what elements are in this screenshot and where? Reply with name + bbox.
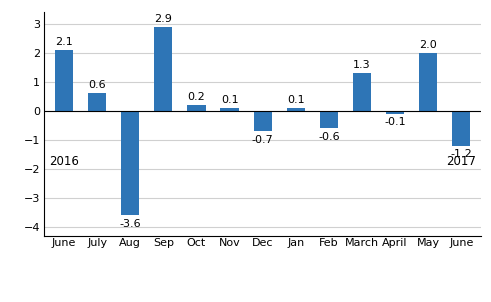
Bar [287, 108, 305, 111]
Text: -3.6: -3.6 [119, 219, 141, 229]
Text: 2.0: 2.0 [419, 40, 437, 50]
Bar [386, 111, 404, 114]
Text: 2.1: 2.1 [55, 37, 73, 47]
Bar [220, 108, 239, 111]
Text: -0.7: -0.7 [252, 135, 273, 145]
Bar [353, 73, 371, 111]
Text: 0.6: 0.6 [88, 80, 106, 90]
Text: 1.3: 1.3 [353, 60, 371, 70]
Bar [419, 53, 437, 111]
Text: 0.2: 0.2 [188, 92, 205, 102]
Text: -0.6: -0.6 [318, 132, 340, 142]
Bar [55, 50, 73, 111]
Bar [452, 111, 470, 146]
Text: -1.2: -1.2 [450, 149, 472, 159]
Text: 0.1: 0.1 [287, 95, 304, 105]
Text: 2017: 2017 [446, 155, 476, 168]
Bar [154, 27, 172, 111]
Text: 2016: 2016 [49, 155, 79, 168]
Bar [88, 93, 106, 111]
Bar [253, 111, 272, 131]
Bar [188, 105, 206, 111]
Text: -0.1: -0.1 [384, 117, 406, 127]
Text: 2.9: 2.9 [155, 14, 172, 24]
Text: 0.1: 0.1 [221, 95, 239, 105]
Bar [121, 111, 139, 215]
Bar [320, 111, 338, 128]
